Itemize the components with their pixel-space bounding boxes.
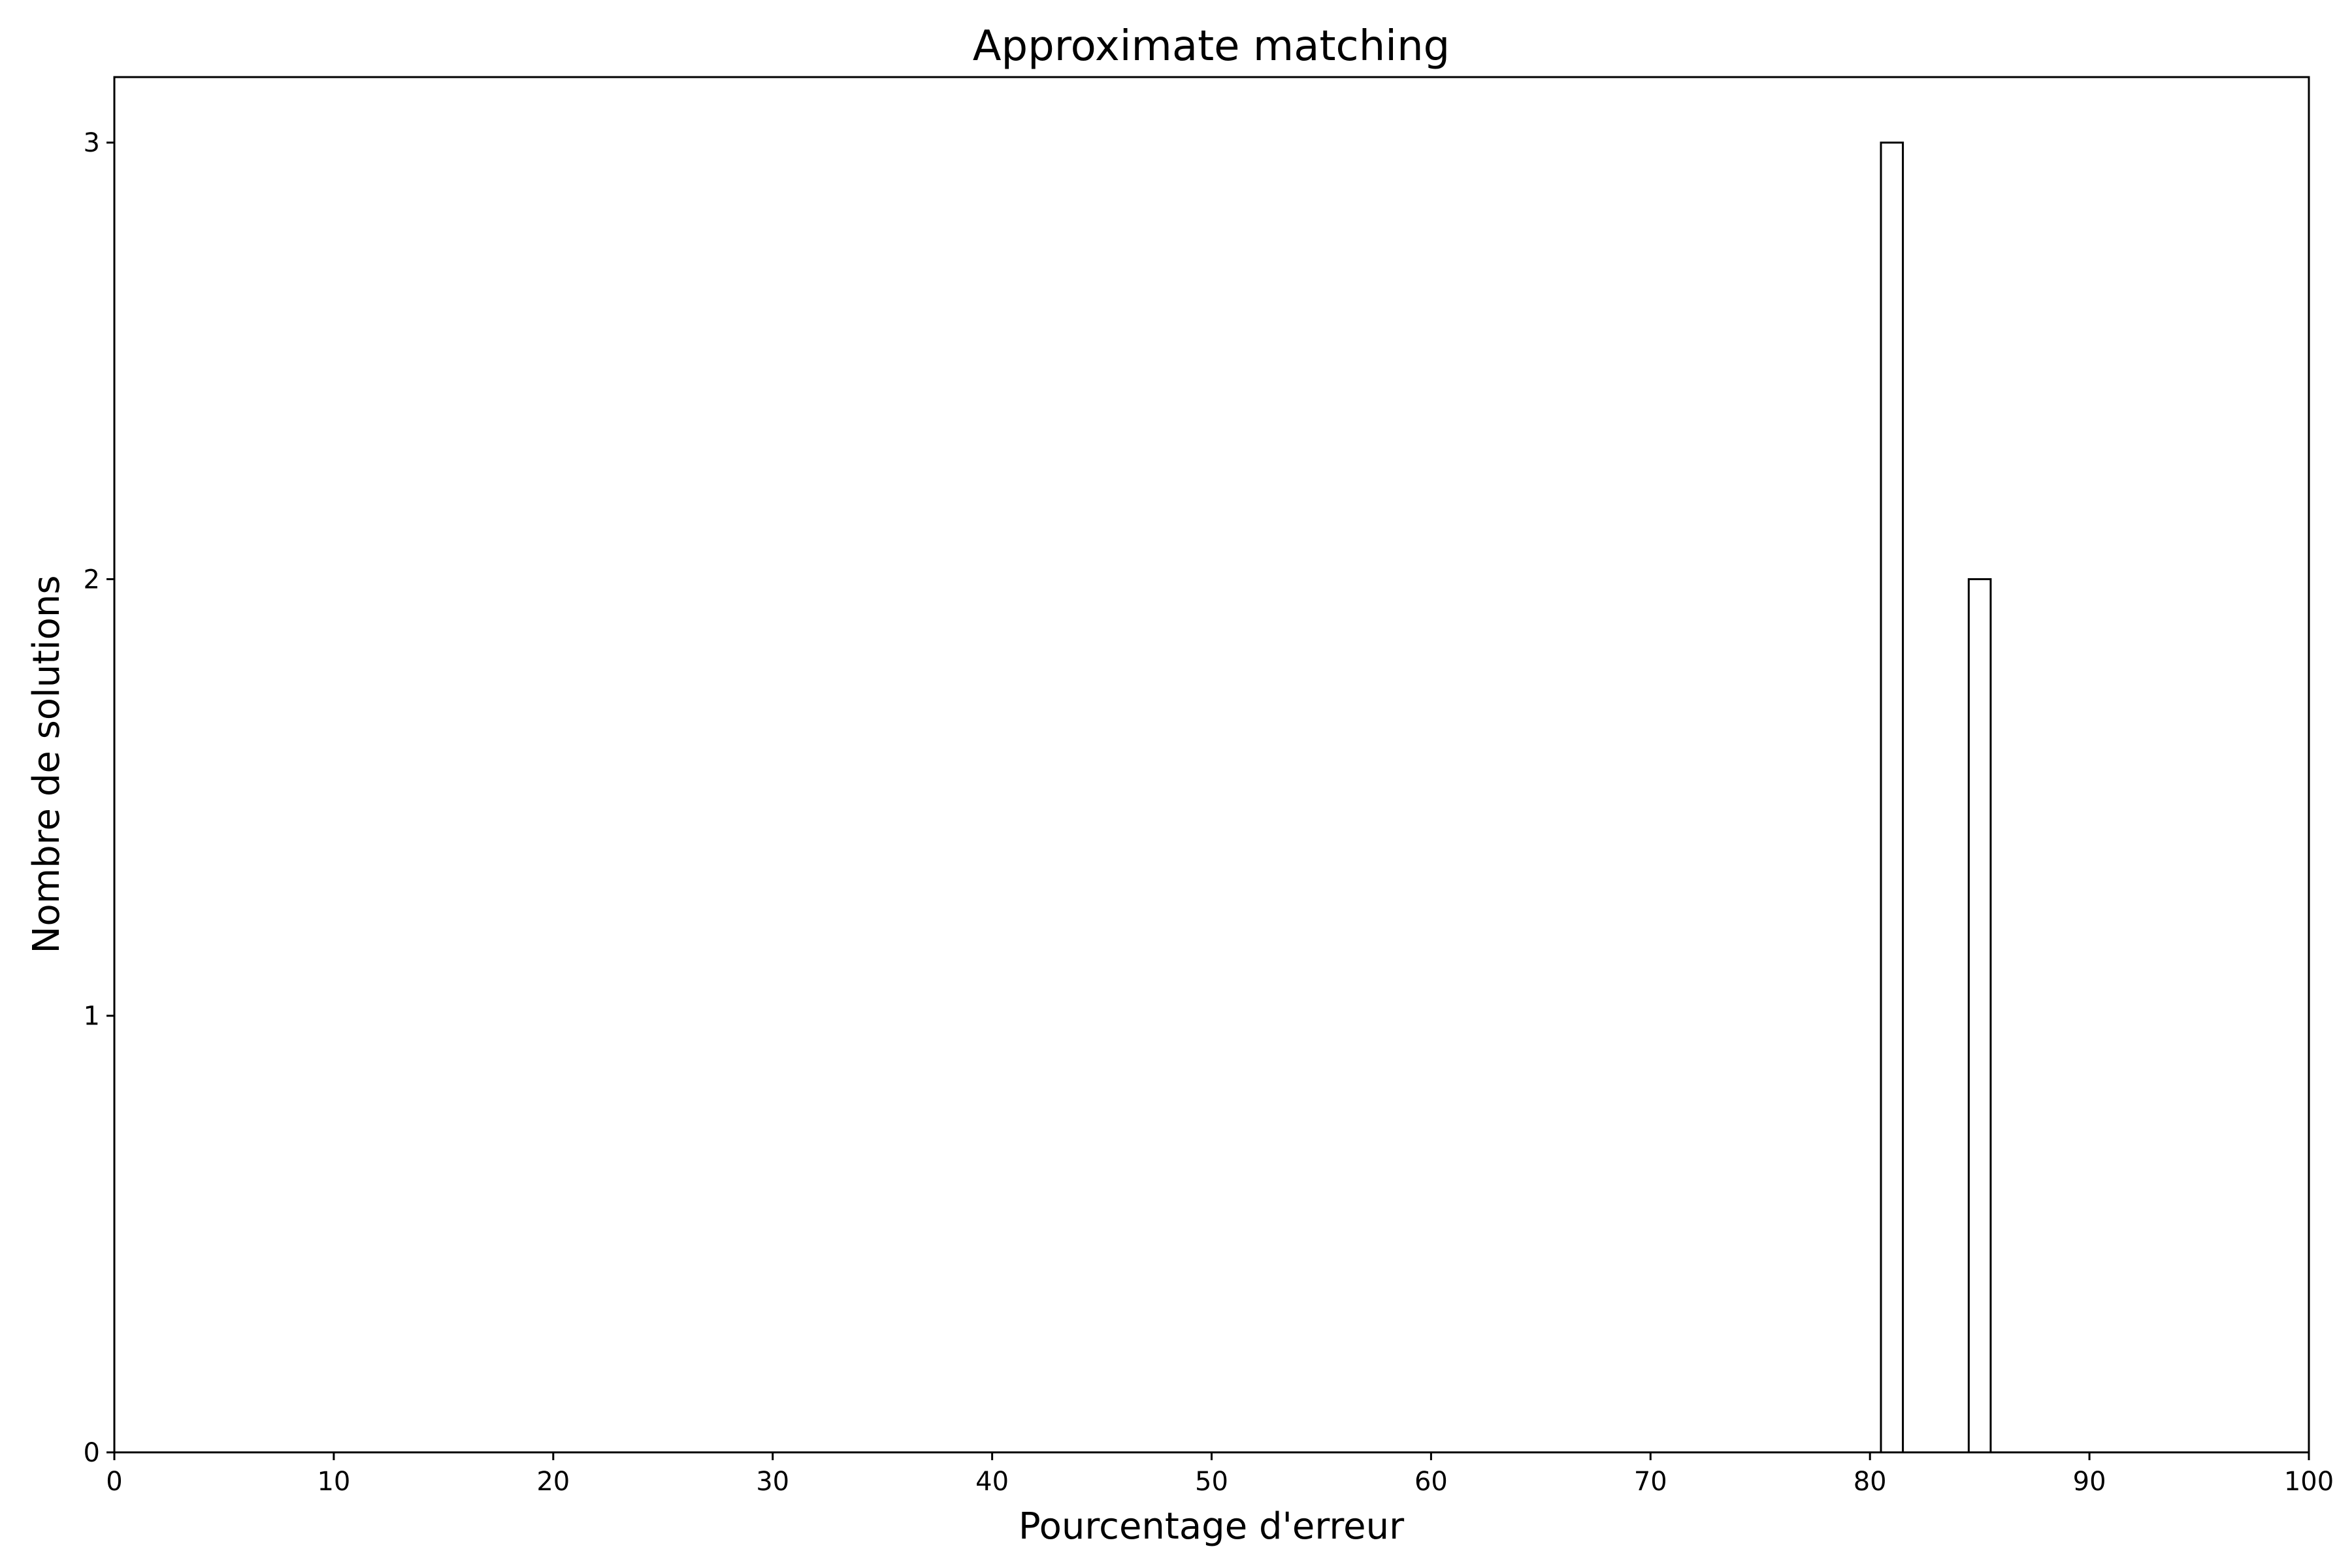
x-tick-label: 90: [2073, 1467, 2106, 1497]
x-tick-label: 10: [317, 1467, 350, 1497]
bars: [1880, 141, 1992, 1454]
x-tick-label: 60: [1414, 1467, 1448, 1497]
y-axis-ticks: 0 1 2 3: [84, 128, 114, 1468]
bar-0: [1880, 141, 1904, 1454]
x-tick-label: 80: [1854, 1467, 1887, 1497]
y-tick-label: 3: [84, 128, 100, 158]
chart-title: Approximate matching: [973, 22, 1450, 71]
x-axis-ticks: 0 10 20 30 40 50 60 70 80 90 100: [106, 1452, 2334, 1497]
x-tick-label: 100: [2284, 1467, 2334, 1497]
x-tick-label: 40: [975, 1467, 1009, 1497]
y-axis-label: Nombre de solutions: [25, 575, 68, 953]
y-tick-label: 1: [84, 1002, 100, 1032]
x-tick-label: 20: [536, 1467, 570, 1497]
x-axis-label: Pourcentage d'erreur: [1019, 1505, 1405, 1548]
x-tick-label: 50: [1195, 1467, 1228, 1497]
y-tick-label: 2: [84, 564, 100, 595]
x-tick-label: 0: [106, 1467, 122, 1497]
y-tick-label: 0: [84, 1438, 100, 1468]
bar-1: [1967, 578, 1992, 1454]
x-tick-label: 30: [756, 1467, 789, 1497]
x-tick-label: 70: [1634, 1467, 1667, 1497]
